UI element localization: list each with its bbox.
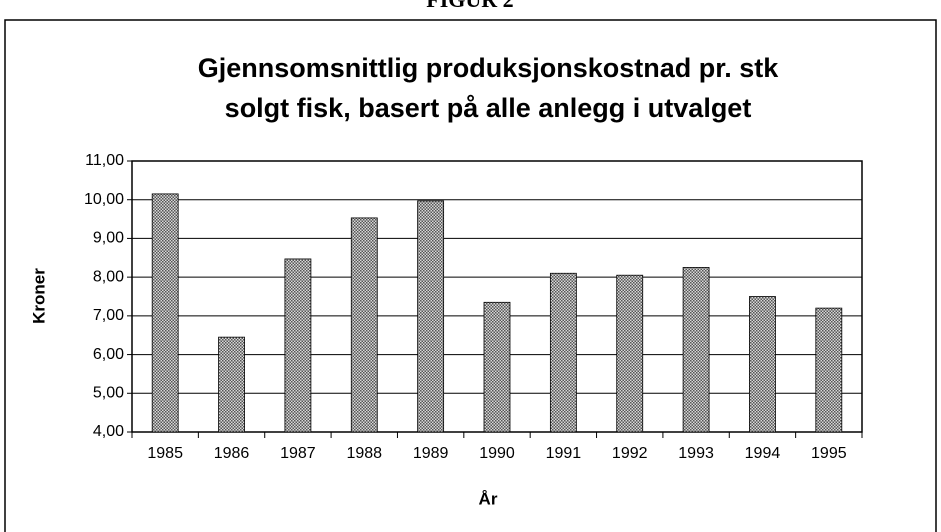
y-tick-label: 6,00 (93, 346, 124, 363)
x-tick-label: 1992 (612, 445, 648, 462)
y-tick-label: 4,00 (93, 423, 124, 440)
x-tick-label: 1990 (479, 445, 515, 462)
figure-header: FIGUR 2 (426, 0, 513, 12)
chart-border (4, 19, 937, 532)
y-axis-label: Kroner (29, 268, 48, 324)
x-tick-label: 1987 (280, 445, 316, 462)
bar (749, 296, 776, 433)
y-tick-label: 9,00 (93, 230, 124, 247)
x-tick-label: 1993 (678, 445, 714, 462)
chart-title: solgt fisk, basert på alle anlegg i utva… (225, 93, 752, 123)
bar (417, 200, 445, 433)
x-tick-label: 1994 (745, 445, 781, 462)
y-tick-label: 11,00 (85, 152, 124, 169)
bar (483, 301, 511, 433)
x-tick-label: 1989 (413, 445, 449, 462)
x-tick-label: 1986 (214, 445, 250, 462)
bar (682, 267, 710, 433)
x-tick-label: 1985 (147, 445, 183, 462)
y-tick-label: 5,00 (93, 385, 124, 402)
bar (284, 258, 312, 433)
bar (616, 274, 644, 433)
x-tick-label: 1988 (346, 445, 382, 462)
bar (350, 217, 378, 433)
bar (151, 193, 179, 433)
bar (218, 336, 245, 433)
x-tick-label: 1995 (811, 445, 847, 462)
y-tick-label: 10,00 (84, 191, 124, 208)
bar (549, 272, 577, 433)
chart-title: Gjennsomsnittlig produksjonskostnad pr. … (198, 53, 780, 83)
x-axis-label: År (479, 489, 498, 508)
bar (815, 307, 843, 433)
y-tick-label: 8,00 (93, 268, 124, 285)
y-tick-label: 7,00 (93, 307, 124, 324)
x-tick-label: 1991 (546, 445, 582, 462)
